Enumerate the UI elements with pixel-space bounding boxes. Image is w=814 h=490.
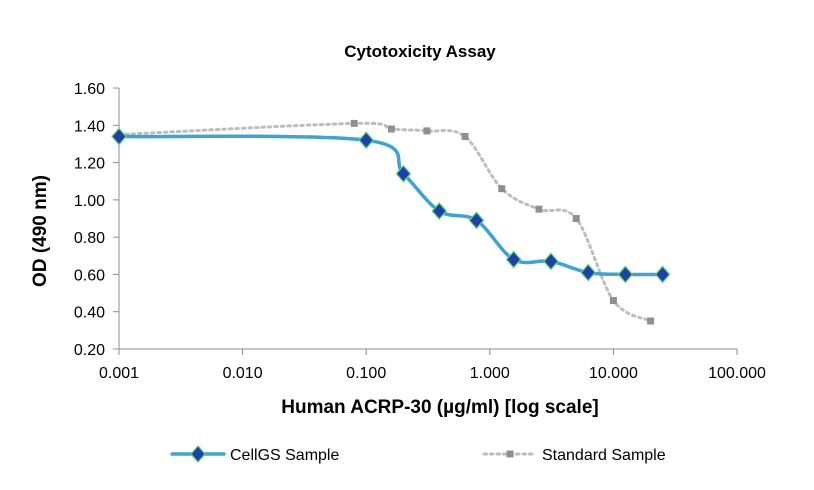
data-point (654, 265, 671, 284)
data-point (543, 252, 559, 271)
y-tick-label: 0.80 (74, 230, 105, 247)
x-tick-label: 10.000 (589, 365, 638, 382)
data-point (387, 125, 395, 133)
y-tick-label: 0.40 (74, 305, 105, 322)
data-point (617, 265, 634, 284)
legend-item: CellGS Sample (170, 445, 339, 464)
data-point (423, 127, 431, 135)
tick-labels: 0.20 0.40 0.60 0.80 1.00 1.20 1.40 1.60 0.001 0.0… (74, 81, 766, 382)
data-point (395, 164, 412, 183)
y-tick-label: 1.00 (74, 193, 105, 210)
data-point (609, 297, 617, 305)
series-standard-sample (117, 119, 655, 325)
x-tick-label: 1.000 (470, 365, 510, 382)
data-point (461, 132, 469, 140)
x-axis-title: Human ACRP-30 (µg/ml) [log scale] (281, 397, 598, 418)
x-tick-label: 0.001 (99, 365, 139, 382)
legend-item: Standard Sample (482, 447, 666, 464)
plot-area (111, 119, 671, 325)
data-point (535, 205, 543, 213)
axes (113, 87, 738, 355)
data-point (350, 119, 358, 127)
y-tick-label: 1.40 (74, 118, 105, 135)
series-line (117, 134, 665, 277)
data-point (468, 211, 485, 230)
data-point (580, 263, 596, 282)
legend-label: CellGS Sample (230, 447, 339, 464)
legend: CellGS Sample Standard Sample (170, 445, 666, 464)
data-point (505, 250, 522, 269)
y-tick-label: 0.20 (74, 342, 105, 359)
series-cellgs-sample (111, 127, 671, 284)
x-tick-label: 0.010 (223, 365, 263, 382)
data-point (358, 131, 374, 150)
y-tick-label: 0.60 (74, 267, 105, 284)
chart-title: Cytotoxicity Assay (344, 42, 496, 61)
legend-swatch-marker (190, 445, 206, 463)
series-line (117, 121, 653, 323)
x-tick-label: 100.000 (708, 365, 766, 382)
y-tick-label: 1.20 (74, 156, 105, 173)
data-point (498, 185, 506, 193)
data-point (647, 317, 655, 325)
data-point (572, 215, 580, 222)
x-tick-label: 0.100 (346, 365, 386, 382)
y-tick-label: 1.60 (74, 81, 105, 98)
y-axis-title: OD (490 nm) (30, 175, 51, 287)
legend-label: Standard Sample (542, 447, 666, 464)
data-point (431, 202, 448, 220)
legend-swatch-marker (506, 450, 514, 458)
data-point (111, 127, 127, 146)
